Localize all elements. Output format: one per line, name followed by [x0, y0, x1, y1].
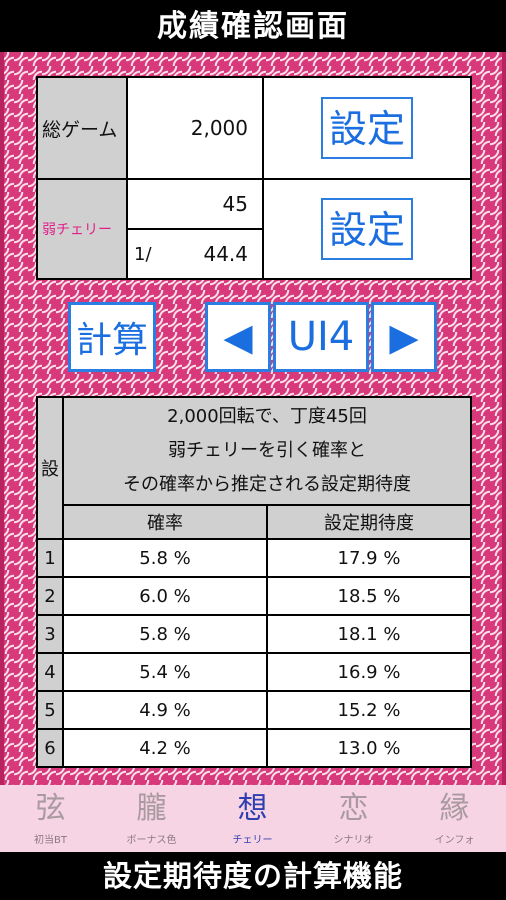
- probability-cell: 6.0 %: [62, 576, 268, 616]
- total-games-value-cell: 2,000: [126, 76, 264, 180]
- expectation-cell: 15.2 %: [266, 690, 472, 730]
- probability-column-header: 確率: [62, 504, 268, 540]
- setting-cell: 2: [36, 576, 64, 616]
- probability-value: 4.2 %: [139, 737, 191, 759]
- setting-column-label: 設: [41, 459, 59, 480]
- set-button-cell-1: 設定: [262, 76, 472, 180]
- probability-cell: 4.9 %: [62, 690, 268, 730]
- footer-caption: 設定期待度の計算機能: [0, 852, 506, 900]
- tab-glyph-icon: 弦: [35, 791, 66, 826]
- tab-label: インフォ: [434, 835, 475, 846]
- weak-cherry-count-cell: 45: [126, 178, 264, 230]
- expectation-cell: 18.5 %: [266, 576, 472, 616]
- expectation-cell: 16.9 %: [266, 652, 472, 692]
- tab-cherry[interactable]: 想 チェリー: [202, 785, 303, 852]
- tab-glyph-icon: 恋: [338, 791, 369, 826]
- total-games-label-cell: 総ゲーム: [36, 76, 128, 180]
- tab-glyph-icon: 朧: [136, 791, 167, 826]
- tab-label: ボーナス色: [126, 835, 177, 846]
- setting-cell: 6: [36, 728, 64, 768]
- expectation-cell: 17.9 %: [266, 538, 472, 578]
- tab-label: 初当BT: [34, 835, 67, 846]
- ratio-prefix: 1/: [134, 243, 152, 265]
- expectation-value: 16.9 %: [337, 661, 401, 683]
- weak-cherry-label-cell: 弱チェリー: [36, 178, 128, 280]
- setting-cell: 3: [36, 614, 64, 654]
- total-games-label: 総ゲーム: [42, 118, 118, 141]
- probability-column-label: 確率: [147, 513, 183, 534]
- tab-glyph-icon: 縁: [439, 791, 470, 826]
- tab-glyph-icon: 想: [237, 791, 268, 826]
- tab-info[interactable]: 縁 インフォ: [404, 785, 505, 852]
- expectation-column-header: 設定期待度: [266, 504, 472, 540]
- setting-cell: 1: [36, 538, 64, 578]
- tab-label: チェリー: [232, 835, 273, 846]
- weak-cherry-label: 弱チェリー: [42, 222, 112, 238]
- probability-cell: 5.8 %: [62, 538, 268, 578]
- weak-cherry-ratio-cell: 1/ 44.4: [126, 228, 264, 280]
- setting-number: 5: [44, 699, 56, 721]
- tab-scenario[interactable]: 恋 シナリオ: [303, 785, 404, 852]
- setting-cell: 5: [36, 690, 64, 730]
- page-title: 成績確認画面: [0, 0, 506, 52]
- triangle-left-icon: ◀: [223, 315, 253, 359]
- expectation-value: 18.1 %: [337, 623, 401, 645]
- probability-cell: 5.4 %: [62, 652, 268, 692]
- calc-button[interactable]: 計算: [68, 302, 156, 372]
- probability-value: 5.8 %: [139, 547, 191, 569]
- calc-button-label: 計算: [75, 320, 148, 361]
- expectation-value: 15.2 %: [337, 699, 401, 721]
- description-line-3: その確率から推定される設定期待度: [123, 474, 411, 495]
- tab-bar: 弦 初当BT 朧 ボーナス色 想 チェリー 恋 シナリオ 縁 インフォ: [0, 785, 506, 852]
- prev-button[interactable]: ◀: [205, 302, 271, 372]
- result-table: 設 2,000回転で、丁度45回 弱チェリーを引く確率と その確率から推定される…: [36, 396, 472, 778]
- setting-number: 6: [44, 737, 56, 759]
- tab-first-hit-bt[interactable]: 弦 初当BT: [0, 785, 101, 852]
- ui-mode-label: UI4: [287, 314, 355, 360]
- expectation-value: 18.5 %: [337, 585, 401, 607]
- setting-cell: 4: [36, 652, 64, 692]
- expectation-value: 17.9 %: [337, 547, 401, 569]
- setting-number: 4: [44, 661, 56, 683]
- description-line-1: 2,000回転で、丁度45回: [167, 406, 367, 427]
- tab-label: シナリオ: [333, 835, 374, 846]
- probability-value: 4.9 %: [139, 699, 191, 721]
- ui-mode-display: UI4: [273, 302, 369, 372]
- total-games-value: 2,000: [190, 116, 248, 140]
- weak-cherry-count: 45: [222, 192, 248, 216]
- probability-value: 5.8 %: [139, 623, 191, 645]
- setting-number: 1: [44, 547, 56, 569]
- probability-cell: 5.8 %: [62, 614, 268, 654]
- probability-value: 6.0 %: [139, 585, 191, 607]
- expectation-cell: 18.1 %: [266, 614, 472, 654]
- set-button-cell-2: 設定: [262, 178, 472, 280]
- expectation-column-label: 設定期待度: [324, 513, 414, 534]
- result-description: 2,000回転で、丁度45回 弱チェリーを引く確率と その確率から推定される設定…: [62, 396, 472, 506]
- set-total-games-button[interactable]: 設定: [321, 97, 413, 159]
- expectation-cell: 13.0 %: [266, 728, 472, 768]
- set-weak-cherry-button[interactable]: 設定: [321, 198, 413, 260]
- setting-number: 3: [44, 623, 56, 645]
- setting-column-header: 設: [36, 396, 64, 540]
- setting-number: 2: [44, 585, 56, 607]
- main-content: 総ゲーム 2,000 設定 弱チェリー 45 1/ 44.4 設定 計算 ◀ U…: [0, 52, 506, 785]
- probability-value: 5.4 %: [139, 661, 191, 683]
- ratio-value: 44.4: [203, 242, 248, 266]
- next-button[interactable]: ▶: [371, 302, 437, 372]
- expectation-value: 13.0 %: [337, 737, 401, 759]
- triangle-right-icon: ▶: [389, 315, 419, 359]
- description-line-2: 弱チェリーを引く確率と: [168, 440, 366, 461]
- tab-bonus-color[interactable]: 朧 ボーナス色: [101, 785, 202, 852]
- probability-cell: 4.2 %: [62, 728, 268, 768]
